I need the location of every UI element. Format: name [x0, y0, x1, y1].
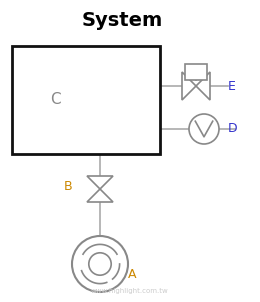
Text: www.highlight.com.tw: www.highlight.com.tw	[91, 288, 169, 294]
Text: E: E	[228, 81, 236, 94]
Text: System: System	[82, 11, 163, 30]
Text: D: D	[228, 123, 238, 136]
Text: A: A	[128, 268, 136, 281]
Polygon shape	[182, 72, 196, 100]
Text: C: C	[50, 92, 60, 108]
Polygon shape	[196, 72, 210, 100]
Bar	[12, 46, 160, 154]
Polygon shape	[87, 176, 113, 189]
Circle shape	[72, 236, 128, 292]
Circle shape	[189, 114, 219, 144]
Polygon shape	[87, 189, 113, 202]
Text: B: B	[63, 181, 72, 194]
Bar	[185, 64, 207, 80]
Circle shape	[89, 253, 111, 275]
